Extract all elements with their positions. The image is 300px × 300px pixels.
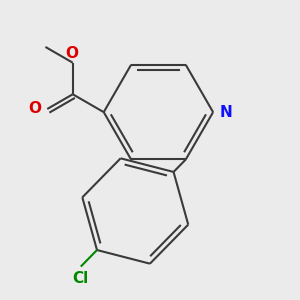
Text: Cl: Cl — [73, 271, 89, 286]
Text: O: O — [28, 101, 41, 116]
Text: O: O — [65, 46, 78, 61]
Text: N: N — [219, 105, 232, 120]
